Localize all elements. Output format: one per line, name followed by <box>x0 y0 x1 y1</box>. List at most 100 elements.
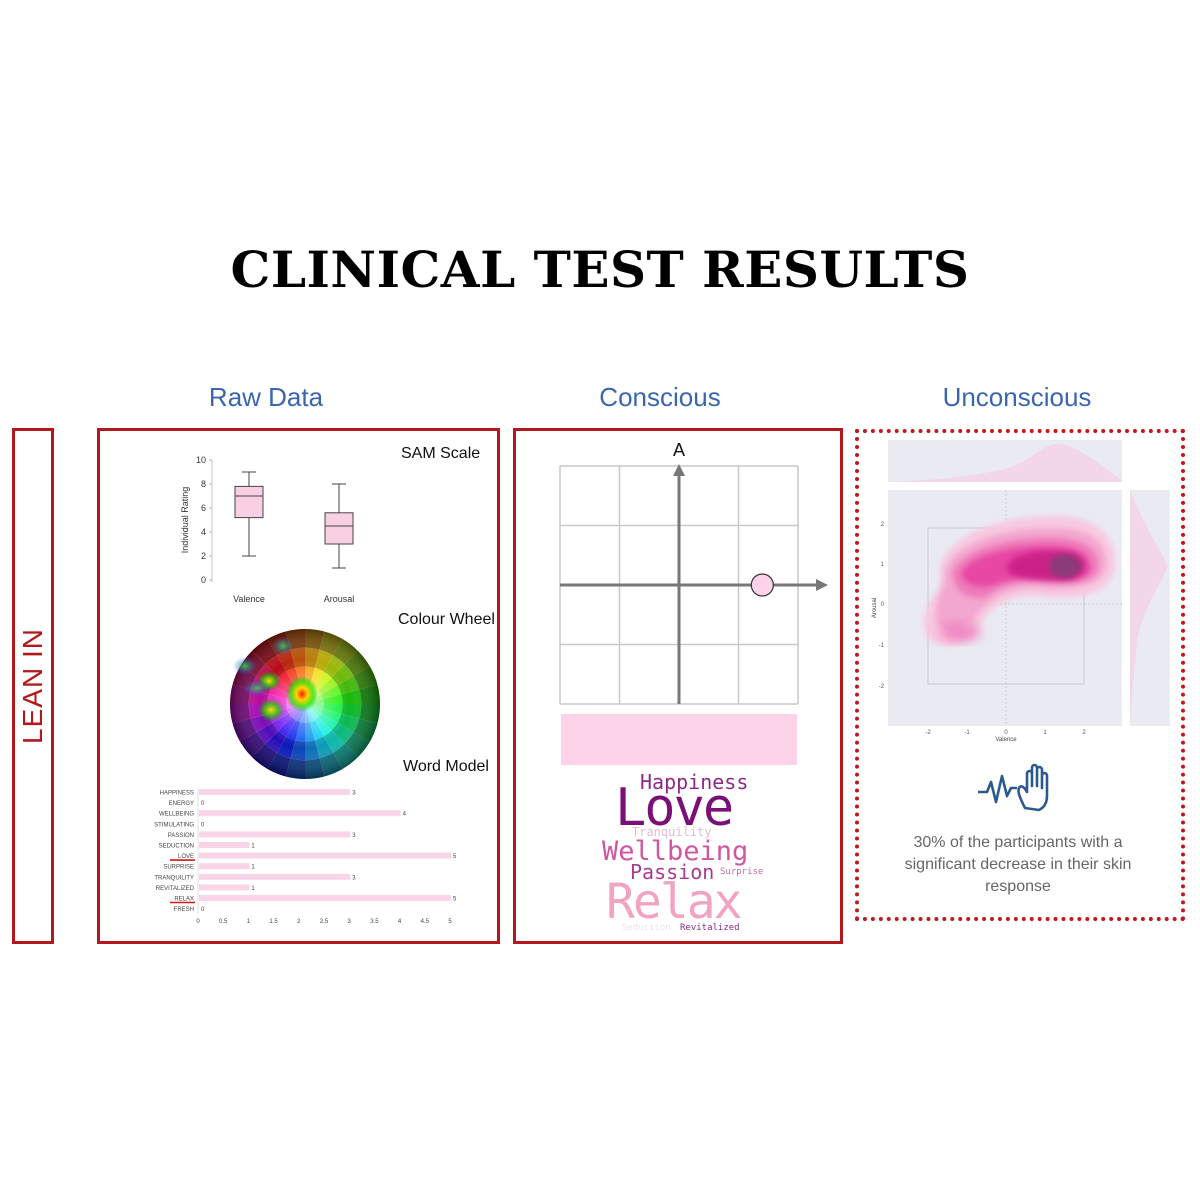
bar <box>199 810 401 817</box>
cloud-word-relax: Relax <box>606 874 742 930</box>
sam-boxplot: 0 2 4 6 8 10 Individual Rating Valence Arousal <box>180 455 355 604</box>
density-contours <box>923 515 1116 646</box>
bar <box>199 852 451 859</box>
bar-category-label: HAPPINESS <box>160 791 194 797</box>
x-tick-label: 2 <box>297 919 301 925</box>
y-axis-label: Individual Rating <box>180 487 190 554</box>
bar-value-label: 1 <box>251 844 255 850</box>
bar-category-label: SURPRISE <box>163 865 194 871</box>
x-tick-label: 0 <box>1004 730 1008 736</box>
bar-value-label: 3 <box>352 875 356 881</box>
x-tick-label: 1.5 <box>269 919 278 925</box>
mood-colour-swatch <box>561 714 797 765</box>
hand-pulse-icon <box>978 763 1049 812</box>
bar-value-label: 3 <box>352 833 356 839</box>
word-cloud: Happiness Love Tranquility Wellbeing Passion… <box>560 768 800 938</box>
bar-value-label: 1 <box>251 886 255 892</box>
page-title: CLINICAL TEST RESULTS <box>230 240 970 299</box>
bar <box>199 789 351 795</box>
x-tick-label: -1 <box>964 730 970 736</box>
cloud-word-seduction: Seduction <box>622 923 671 933</box>
x-tick-label: 2.5 <box>320 919 329 925</box>
bar-category-label: ENERGY <box>169 801 194 807</box>
row-label-box: LEAN IN <box>12 428 54 944</box>
x-tick-label: -2 <box>925 730 931 736</box>
colour-wheel-heatmap <box>230 629 380 779</box>
valence-arousal-grid: AV <box>559 440 828 705</box>
x-tick-label: 3 <box>348 919 352 925</box>
bar-value-label: 0 <box>201 822 205 828</box>
y-tick-label: 10 <box>196 455 206 465</box>
bar <box>199 863 250 870</box>
y-tick-label: 1 <box>881 562 885 568</box>
x-axis-label: Valence <box>995 737 1017 743</box>
mean-response-point <box>750 573 774 597</box>
cloud-word-happiness: Happiness <box>640 770 749 794</box>
top-marginal-density <box>888 443 1122 482</box>
row-label: LEAN IN <box>17 628 48 744</box>
bar-category-label: REVITALIZED <box>156 886 195 892</box>
bar-value-label: 5 <box>453 854 457 860</box>
column-heading-conscious: Conscious <box>599 382 721 412</box>
y-axis-label: Arousal <box>872 598 878 618</box>
y-tick-label: 8 <box>201 479 206 489</box>
bar <box>199 831 351 838</box>
y-tick-label: 6 <box>201 503 206 513</box>
x-tick-label: 0.5 <box>219 919 228 925</box>
y-tick-label: 0 <box>201 575 206 585</box>
bar-value-label: 5 <box>453 897 457 903</box>
right-marginal-density <box>1130 490 1168 726</box>
bar <box>199 895 451 901</box>
bar-category-label: STIMULATING <box>154 822 194 828</box>
x-tick-label: 5 <box>448 919 452 925</box>
x-tick-label: 1 <box>247 919 251 925</box>
cloud-word-wellbeing: Wellbeing <box>602 836 749 867</box>
bar-value-label: 3 <box>352 791 356 797</box>
conscious-panel <box>513 428 843 944</box>
y-tick-label: -2 <box>879 684 885 690</box>
bar <box>199 842 250 848</box>
bar-category-label: RELAX <box>174 897 194 903</box>
word-model-title: Word Model <box>403 758 489 775</box>
x-tick-label: 3.5 <box>370 919 379 925</box>
column-heading-unconscious: Unconscious <box>942 382 1092 412</box>
y-tick-label: 2 <box>881 522 885 528</box>
unconscious-panel <box>855 429 1185 921</box>
valence-arousal-density-plot: -2 -1 0 1 2 2 1 0 -1 -2 Valence Arousal <box>872 440 1170 743</box>
cloud-word-passion: Passion <box>630 860 715 884</box>
box-valence <box>234 485 264 519</box>
cloud-word-surprise: Surprise <box>720 867 764 877</box>
y-tick-label: 2 <box>201 551 206 561</box>
x-tick-label: 0 <box>196 919 200 925</box>
bar-category-label: PASSION <box>168 833 194 839</box>
cloud-word-love: Love <box>615 778 734 838</box>
cloud-word-tranquility: Tranquility <box>632 825 712 839</box>
bar-category-label: LOVE <box>178 854 194 860</box>
arousal-arrowhead <box>673 464 685 476</box>
sam-scale-title: SAM Scale <box>401 445 481 462</box>
column-heading-raw-data: Raw Data <box>208 382 324 412</box>
bar-category-label: SEDUCTION <box>159 844 194 850</box>
bar-value-label: 1 <box>251 865 255 871</box>
bar-category-label: TRANQUILITY <box>154 875 194 881</box>
bar <box>199 873 351 880</box>
bar <box>199 884 250 891</box>
bar-category-label: WELLBEING <box>159 812 194 818</box>
x-tick-label: 4.5 <box>421 919 430 925</box>
cloud-word-revitalized: Revitalized <box>680 923 740 933</box>
x-tick-label: 2 <box>1082 730 1086 736</box>
valence-arrowhead <box>816 579 828 591</box>
y-tick-label: -1 <box>879 643 885 649</box>
bar-value-label: 4 <box>403 812 407 818</box>
arousal-axis-letter: A <box>673 440 685 460</box>
category-label: Valence <box>233 594 265 604</box>
category-label: Arousal <box>324 594 355 604</box>
bar-value-label: 0 <box>201 907 205 913</box>
y-tick-label: 4 <box>201 527 206 537</box>
box-arousal <box>324 512 354 545</box>
colour-wheel-title: Colour Wheel <box>398 611 495 628</box>
x-tick-label: 4 <box>398 919 402 925</box>
x-tick-label: 1 <box>1043 730 1047 736</box>
y-tick-label: 0 <box>881 602 885 608</box>
bar-category-label: FRESH <box>174 907 194 913</box>
